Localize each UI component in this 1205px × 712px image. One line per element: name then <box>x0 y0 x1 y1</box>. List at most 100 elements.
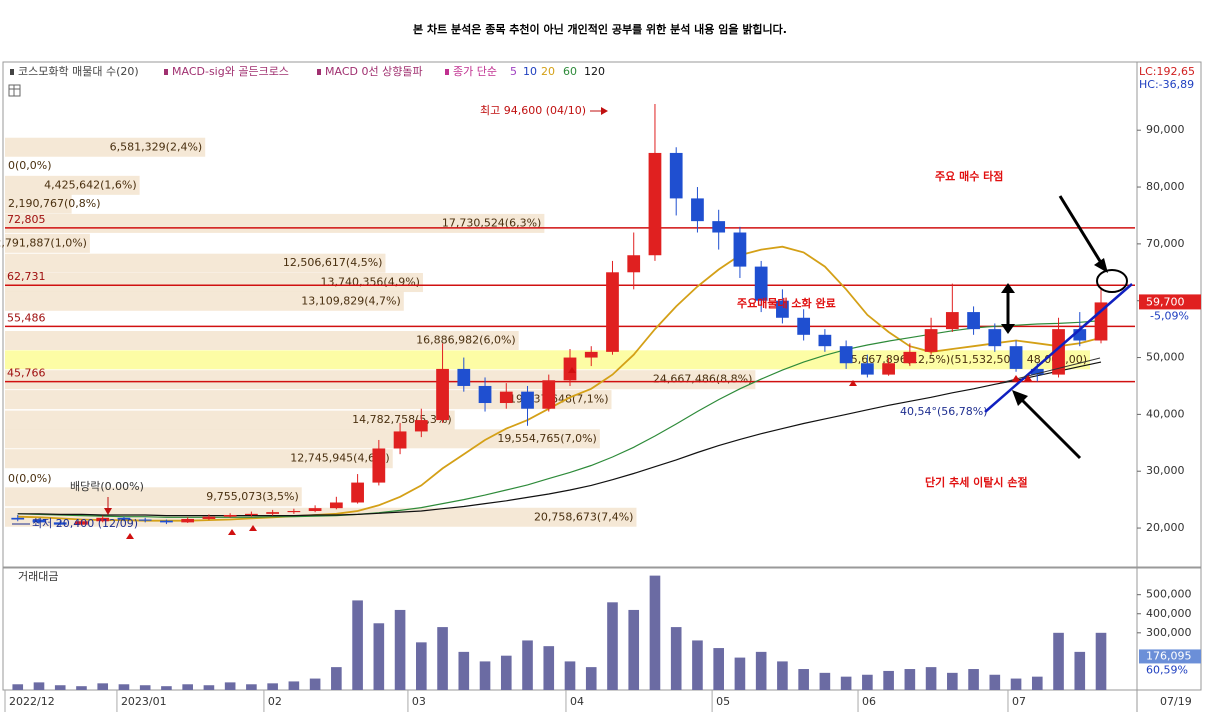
profile-bar <box>5 194 72 214</box>
volume-bar <box>819 672 831 690</box>
signal-arrow <box>126 533 134 539</box>
volume-title: 거래대금 <box>18 570 58 583</box>
volume-tag: 176,095 <box>1146 649 1192 662</box>
volume-bar <box>989 674 1001 690</box>
candle-body <box>542 380 556 409</box>
y-tick-label: 50,000 <box>1146 351 1185 364</box>
volume-bar <box>968 669 979 690</box>
volume-bar <box>246 684 257 690</box>
y-tick-label: 40,000 <box>1146 407 1185 420</box>
candle-body <box>160 520 173 523</box>
volume-bar <box>925 667 937 690</box>
volume-bar <box>118 684 130 690</box>
profile-label: 6,581,329(2,4%) <box>110 140 203 153</box>
candle-body <box>627 255 641 273</box>
volume-bar <box>267 683 278 690</box>
x-tick-label: 05 <box>716 695 730 708</box>
profile-bar <box>5 410 455 430</box>
profile-label: 19,554,765(7,0%) <box>497 432 597 445</box>
candle-body <box>733 232 747 267</box>
candle-body <box>967 312 980 330</box>
y-tick-label: 20,000 <box>1146 521 1185 534</box>
level-label: 62,731 <box>7 270 46 283</box>
volume-bar <box>522 640 533 690</box>
y-tick-label: 400,000 <box>1146 607 1192 620</box>
candle-body <box>138 519 152 521</box>
profile-bar <box>5 370 756 390</box>
candle-body <box>414 420 428 432</box>
candle-body <box>117 517 131 520</box>
candle-body <box>287 511 301 513</box>
legend-label: 5 <box>510 65 517 78</box>
profile-label: 24,667,486(8,8%) <box>653 373 753 386</box>
volume-bar <box>840 676 852 690</box>
volume-bar <box>670 627 682 690</box>
volume-bar <box>352 600 363 690</box>
volume-bar <box>12 684 24 690</box>
candle-body <box>818 334 832 347</box>
volume-bar <box>607 602 618 690</box>
target-circle <box>1096 269 1128 293</box>
volume-bar <box>904 669 916 690</box>
legend-label: MACD-sig와 골든크로스 <box>172 65 289 78</box>
legend-label: 60 <box>563 65 577 78</box>
volume-bar <box>883 670 894 690</box>
candle-body <box>860 363 874 375</box>
arrow <box>1018 396 1082 460</box>
candle-body <box>202 516 216 519</box>
candle-body <box>563 357 577 381</box>
candle-body <box>776 300 789 318</box>
signal-arrow <box>849 380 857 386</box>
change-label: -5,09% <box>1150 309 1189 322</box>
profile-label: 20,758,673(7,4%) <box>534 510 634 523</box>
profile-bar <box>5 449 393 469</box>
signal-arrow <box>1012 375 1020 381</box>
arrow <box>1058 195 1105 267</box>
price-tag: 59,700 <box>1146 295 1185 308</box>
volume-bar <box>1010 678 1022 690</box>
annotation: 40,54°(56,78%) <box>900 405 988 418</box>
y-tick-label: 30,000 <box>1146 464 1185 477</box>
candle-body <box>75 521 88 525</box>
profile-label: 0(0,0%) <box>8 472 52 485</box>
volume-bar <box>628 609 640 690</box>
volume-bar <box>1074 651 1086 690</box>
candle-body <box>754 266 768 301</box>
annotation: 최고 94,600 (04/10) <box>480 104 586 117</box>
arrow-head <box>1001 324 1015 334</box>
profile-bar <box>5 137 206 157</box>
candle-body <box>988 329 1002 347</box>
banner-title: 본 차트 분석은 종목 추천이 아닌 개인적인 공부를 위한 분석 내용 임을 … <box>413 22 787 36</box>
legend-swatch <box>164 69 168 75</box>
legend-label: MACD 0선 상향돌파 <box>325 65 423 78</box>
legend-label: 10 <box>523 65 537 78</box>
candle-body <box>712 221 726 233</box>
legend-label: 20 <box>541 65 555 78</box>
level-label: 45,766 <box>7 367 46 380</box>
profile-label: 4,425,642(1,6%) <box>44 178 137 191</box>
volume-bar <box>182 684 193 690</box>
level-label: 55,486 <box>7 311 46 324</box>
profile-label: 13,740,356(4,9%) <box>320 276 420 289</box>
annotation: 최저 20,400 (12/09) <box>32 517 138 530</box>
candle-body <box>521 391 534 409</box>
trend-line <box>984 283 1133 413</box>
profile-bar <box>5 291 404 311</box>
plot-layer: 6,581,329(2,4%) 0(0,0%) 4,425,642(1,6%) 2,1… <box>0 65 1201 712</box>
profile-bar <box>5 253 386 273</box>
candle-body <box>606 272 619 352</box>
volume-bar <box>139 685 151 690</box>
last-date: 07/19 <box>1160 695 1192 708</box>
candle-body <box>924 329 938 352</box>
candle-body <box>648 152 662 256</box>
moving-average <box>17 320 1102 518</box>
volume-bar <box>755 651 767 690</box>
volume-bar <box>1095 632 1107 690</box>
candle-body <box>1030 368 1044 375</box>
candle-body <box>839 346 853 364</box>
candle-body <box>457 368 471 386</box>
y-tick-label: 500,000 <box>1146 588 1192 601</box>
profile-bar <box>5 233 90 253</box>
candle-body <box>393 431 407 449</box>
profile-bar <box>5 273 423 293</box>
